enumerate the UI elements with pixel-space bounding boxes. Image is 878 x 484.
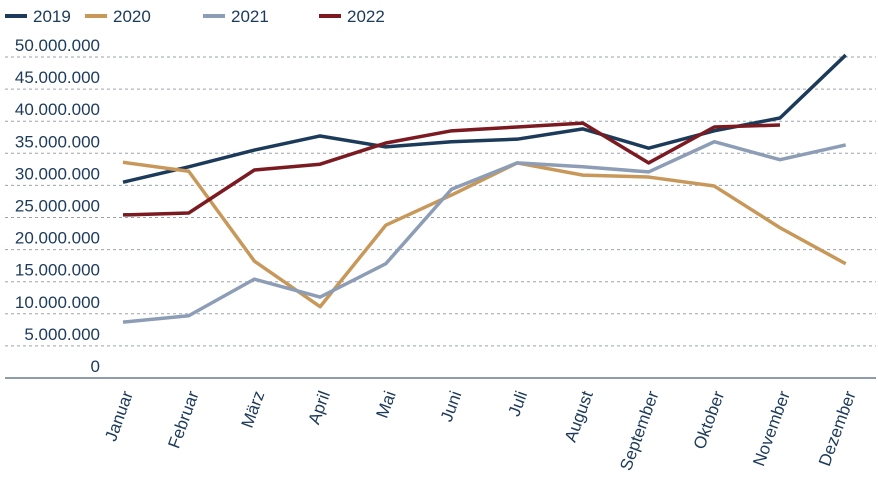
x-tick-label: September bbox=[616, 388, 662, 473]
series-line bbox=[122, 160, 847, 309]
x-tick-label: Oktober bbox=[690, 388, 729, 452]
legend-label: 2022 bbox=[347, 7, 385, 26]
y-tick-label: 50.000.000 bbox=[15, 36, 100, 55]
y-tick-label: 10.000.000 bbox=[15, 293, 100, 312]
series-line bbox=[122, 139, 847, 324]
y-tick-label: 5.000.000 bbox=[24, 325, 100, 344]
legend-label: 2020 bbox=[113, 7, 151, 26]
x-tick-label: November bbox=[749, 388, 794, 469]
series-line bbox=[122, 121, 781, 217]
y-tick-label: 45.000.000 bbox=[15, 68, 100, 87]
y-tick-label: 15.000.000 bbox=[15, 261, 100, 280]
x-tick-label: Juli bbox=[505, 388, 532, 418]
x-tick-label: Juni bbox=[437, 388, 466, 424]
legend-label: 2021 bbox=[231, 7, 269, 26]
y-tick-label: 0 bbox=[91, 357, 100, 376]
x-tick-label: Januar bbox=[101, 388, 137, 444]
legend-label: 2019 bbox=[33, 7, 71, 26]
y-tick-label: 25.000.000 bbox=[15, 197, 100, 216]
series-line bbox=[122, 53, 847, 184]
x-tick-label: Februar bbox=[164, 388, 202, 451]
x-tick-label: März bbox=[238, 388, 269, 430]
y-tick-label: 40.000.000 bbox=[15, 100, 100, 119]
x-tick-label: Dezember bbox=[815, 388, 860, 469]
y-tick-label: 20.000.000 bbox=[15, 229, 100, 248]
y-tick-label: 35.000.000 bbox=[15, 132, 100, 151]
x-tick-label: April bbox=[305, 388, 334, 426]
x-tick-label: Mai bbox=[373, 388, 400, 420]
y-tick-label: 30.000.000 bbox=[15, 164, 100, 183]
x-tick-label: August bbox=[561, 388, 597, 444]
